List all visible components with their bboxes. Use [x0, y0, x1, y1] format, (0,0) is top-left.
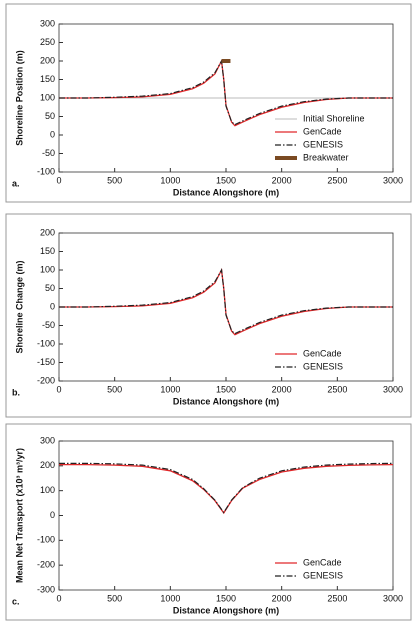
- legend-label: Breakwater: [303, 152, 349, 162]
- y-tick-label: 200: [40, 460, 55, 470]
- x-tick-label: 3000: [383, 175, 403, 185]
- x-tick-label: 2000: [272, 593, 292, 603]
- x-tick-label: 2000: [272, 384, 292, 394]
- y-tick-label: 200: [40, 227, 55, 237]
- panel-label: a.: [12, 178, 20, 188]
- x-tick-label: 0: [56, 384, 61, 394]
- x-tick-label: 1500: [216, 384, 236, 394]
- y-tick-label: 0: [50, 301, 55, 311]
- legend-label: GenCade: [303, 126, 342, 136]
- x-tick-label: 3000: [383, 593, 403, 603]
- y-tick-label: 50: [45, 283, 55, 293]
- y-tick-label: 150: [40, 74, 55, 84]
- x-tick-label: 0: [56, 175, 61, 185]
- y-tick-label: 100: [40, 264, 55, 274]
- panel-frame: [5, 423, 412, 621]
- x-tick-label: 1000: [160, 593, 180, 603]
- x-tick-label: 2000: [272, 175, 292, 185]
- y-tick-label: 300: [40, 18, 55, 28]
- y-tick-label: 200: [40, 55, 55, 65]
- y-tick-label: -200: [37, 375, 55, 385]
- y-axis-label: Mean Net Transport (x10³ m³/yr): [14, 448, 24, 583]
- x-tick-label: 500: [107, 384, 122, 394]
- legend-label: GenCade: [303, 348, 342, 358]
- y-tick-label: -50: [42, 320, 55, 330]
- panel-frame: [5, 213, 412, 418]
- x-tick-label: 500: [107, 593, 122, 603]
- y-tick-label: 300: [40, 435, 55, 445]
- y-tick-label: 150: [40, 246, 55, 256]
- legend-label: GENESIS: [303, 570, 343, 580]
- y-axis-label: Shoreline Position (m): [14, 50, 24, 146]
- series-line: [59, 462, 394, 514]
- legend-label: GENESIS: [303, 139, 343, 149]
- x-tick-label: 1500: [216, 175, 236, 185]
- y-tick-label: -50: [42, 148, 55, 158]
- y-tick-label: -100: [37, 338, 55, 348]
- y-axis-label: Shoreline Change (m): [14, 260, 24, 353]
- y-tick-label: 0: [50, 510, 55, 520]
- y-tick-label: 0: [50, 129, 55, 139]
- series-line: [59, 268, 393, 335]
- x-tick-label: 1000: [160, 384, 180, 394]
- x-axis-label: Distance Alongshore (m): [173, 396, 279, 406]
- x-tick-label: 0: [56, 593, 61, 603]
- y-tick-label: 100: [40, 485, 55, 495]
- panel-label: b.: [12, 387, 20, 397]
- x-tick-label: 2500: [327, 384, 347, 394]
- legend-label: Initial Shoreline: [303, 113, 365, 123]
- x-tick-label: 2500: [327, 593, 347, 603]
- series-line: [59, 267, 393, 336]
- legend-label: GENESIS: [303, 361, 343, 371]
- series-line: [59, 59, 393, 126]
- x-axis-label: Distance Alongshore (m): [173, 605, 279, 615]
- panel-frame: [5, 3, 412, 203]
- y-tick-label: -200: [37, 560, 55, 570]
- y-tick-label: -300: [37, 584, 55, 594]
- x-tick-label: 500: [107, 175, 122, 185]
- x-axis-label: Distance Alongshore (m): [173, 187, 279, 197]
- y-tick-label: -100: [37, 166, 55, 176]
- y-tick-label: 250: [40, 37, 55, 47]
- x-tick-label: 1500: [216, 593, 236, 603]
- x-tick-label: 2500: [327, 175, 347, 185]
- panel-label: c.: [12, 596, 20, 606]
- series-line: [59, 463, 394, 515]
- y-tick-label: -100: [37, 535, 55, 545]
- x-tick-label: 3000: [383, 384, 403, 394]
- y-tick-label: -150: [37, 357, 55, 367]
- legend-label: GenCade: [303, 557, 342, 567]
- y-tick-label: 100: [40, 92, 55, 102]
- y-tick-label: 50: [45, 111, 55, 121]
- x-tick-label: 1000: [160, 175, 180, 185]
